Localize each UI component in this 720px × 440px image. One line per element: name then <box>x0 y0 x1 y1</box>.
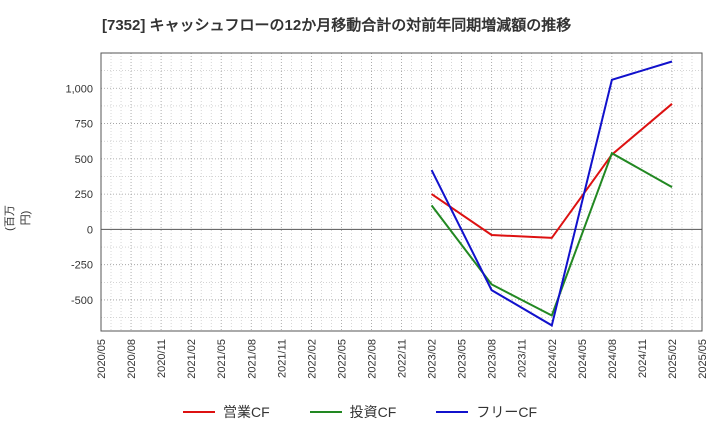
x-tick-label: 2025/02 <box>667 339 679 379</box>
axes <box>100 52 703 332</box>
x-tick-label: 2022/11 <box>397 339 409 378</box>
x-tick-label: 2021/08 <box>246 339 258 379</box>
x-tick-label: 2024/02 <box>547 339 559 379</box>
series-line-2 <box>430 60 673 327</box>
x-tick-label: 2023/02 <box>427 339 439 379</box>
x-tick-label: 2022/08 <box>366 339 378 379</box>
x-tick-label: 2021/11 <box>276 339 288 378</box>
legend: 営業CF 投資CF フリーCF <box>0 402 720 422</box>
series-lines <box>430 60 673 327</box>
y-tick-labels: -500 -250 0 250 500 750 1,000 <box>65 83 93 307</box>
x-tick-label: 2022/02 <box>306 339 318 379</box>
x-tick-label: 2020/08 <box>126 339 138 379</box>
x-tick-label: 2021/05 <box>216 339 228 379</box>
y-tick-label: 500 <box>75 154 93 166</box>
x-tick-label: 2024/08 <box>607 339 619 379</box>
series-line-0 <box>431 103 673 239</box>
x-tick-label: 2023/11 <box>517 339 529 378</box>
legend-swatch-free-cf <box>436 411 469 413</box>
x-tick-label: 2025/05 <box>697 339 709 379</box>
y-tick-label: 250 <box>75 189 93 201</box>
legend-item-operating-cf: 営業CF <box>182 402 270 422</box>
legend-label-investing-cf: 投資CF <box>349 404 397 420</box>
y-tick-label: -250 <box>71 260 93 272</box>
y-tick-label: 1,000 <box>65 83 93 95</box>
legend-item-free-cf: フリーCF <box>436 402 537 422</box>
x-tick-label: 2020/11 <box>156 339 168 378</box>
legend-swatch-investing-cf <box>309 411 342 413</box>
x-tick-label: 2020/05 <box>96 339 108 379</box>
y-tick-label: 0 <box>87 224 93 236</box>
plot-frame <box>100 52 703 332</box>
grid <box>100 53 703 331</box>
legend-swatch-operating-cf <box>182 411 215 413</box>
x-tick-label: 2023/08 <box>487 339 499 379</box>
series-line-1 <box>430 151 673 317</box>
x-tick-label: 2024/11 <box>637 339 649 378</box>
x-tick-label: 2023/05 <box>457 339 469 379</box>
y-tick-label: -500 <box>71 295 93 307</box>
x-tick-label: 2024/05 <box>577 339 589 379</box>
legend-label-free-cf: フリーCF <box>476 404 537 420</box>
legend-item-investing-cf: 投資CF <box>309 402 397 422</box>
y-tick-label: 750 <box>75 119 93 131</box>
x-tick-label: 2022/05 <box>336 339 348 379</box>
x-tick-label: 2021/02 <box>186 339 198 379</box>
x-tick-labels: 2020/05 2020/08 2020/11 2021/02 2021/05 2021/… <box>96 339 709 379</box>
chart-title: [7352] キャッシュフローの12か月移動合計の対前年同期増減額の推移 <box>102 17 572 34</box>
legend-label-operating-cf: 営業CF <box>222 404 270 420</box>
